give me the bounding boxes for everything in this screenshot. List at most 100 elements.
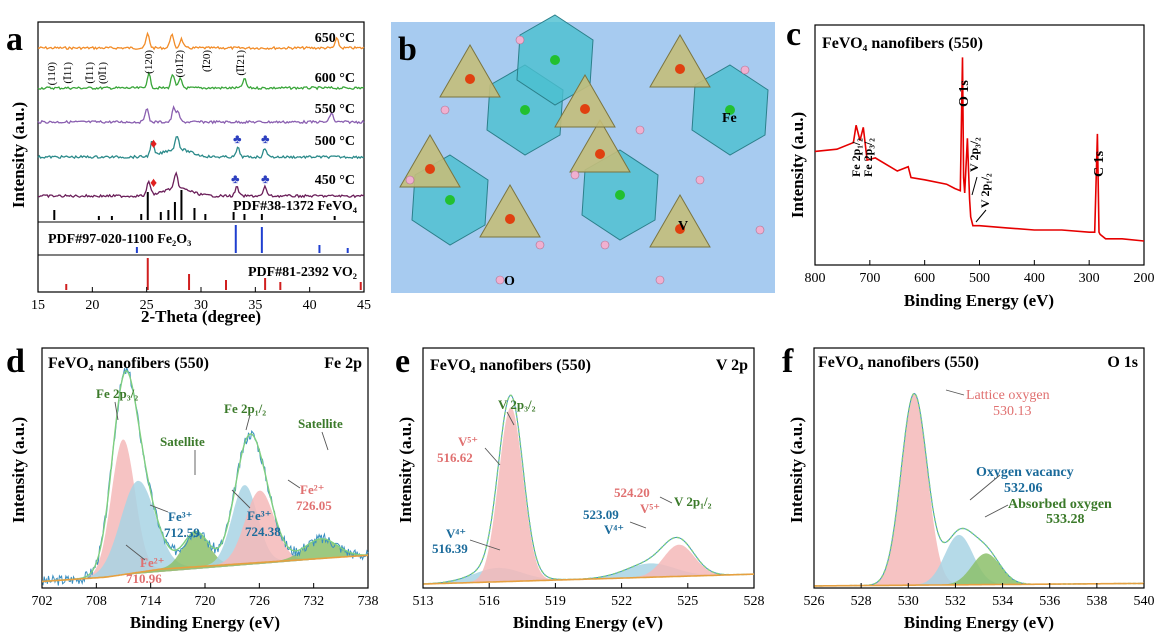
label-v2p12: V 2p₁/₂ bbox=[674, 494, 712, 509]
pointer-line bbox=[629, 521, 647, 529]
atom-label-v: V bbox=[678, 219, 688, 234]
panel-e-x-ticks: 513 516 519 522 525 528 bbox=[413, 583, 765, 609]
v-atom bbox=[465, 74, 475, 84]
vo4-tetrahedron bbox=[649, 33, 711, 88]
label-fe3-2-value: 724.38 bbox=[245, 524, 281, 539]
xrd-reference-sticks bbox=[53, 190, 362, 290]
panel-e: e 513 516 519 522 525 528 FeVO₄ nanofibers (5… bbox=[395, 343, 765, 632]
peak-label-v2p32: V 2p₃/₂ bbox=[967, 137, 981, 172]
fe-atom bbox=[615, 190, 625, 200]
panel-letter-e: e bbox=[395, 343, 410, 380]
pointer-line bbox=[321, 431, 329, 451]
label-v4-2-value: 523.09 bbox=[583, 507, 619, 522]
xrd-curve-3 bbox=[37, 135, 365, 160]
panel-a-x-ticks: 15 20 25 30 35 40 45 bbox=[31, 287, 371, 313]
o-atom bbox=[535, 240, 545, 250]
panel-e-xlabel: Binding Energy (eV) bbox=[513, 613, 663, 632]
v-atom bbox=[675, 224, 685, 234]
panel-a-ylabel: Intensity (a.u.) bbox=[9, 102, 28, 208]
peak-label-fe2p32: Fe 2p₃/₂ bbox=[861, 138, 875, 177]
o-atom bbox=[600, 240, 610, 250]
fe-atom bbox=[445, 195, 455, 205]
pointer-line bbox=[469, 539, 501, 551]
x-tick-label: 522 bbox=[611, 594, 632, 609]
x-tick-label: 538 bbox=[1086, 594, 1107, 609]
hkl-label: (Ī11) bbox=[84, 62, 96, 84]
hkl-label: (110) bbox=[46, 62, 58, 86]
label-v2p32: V 2p₃/₂ bbox=[498, 397, 536, 412]
x-tick-label: 738 bbox=[358, 594, 379, 609]
crystal-polyhedra bbox=[399, 14, 769, 285]
hkl-label: (120) bbox=[143, 50, 155, 74]
pointer-line bbox=[484, 447, 501, 466]
temp-label-550: 550 °C bbox=[315, 102, 355, 117]
x-tick-label: 732 bbox=[303, 594, 324, 609]
fe-atom bbox=[725, 105, 735, 115]
x-tick-label: 720 bbox=[195, 594, 216, 609]
fe2o3-marker: ♣ bbox=[261, 131, 270, 146]
x-tick-label: 526 bbox=[804, 594, 825, 609]
xrd-curve-1 bbox=[37, 71, 365, 91]
vo4-tetrahedron bbox=[479, 183, 541, 238]
pointer-line bbox=[945, 389, 965, 396]
peak-label-v2p12: V 2p₁/₂ bbox=[978, 173, 992, 208]
panel-letter-a: a bbox=[6, 21, 23, 58]
x-tick-label: 513 bbox=[413, 594, 434, 609]
label-fe3-1: Fe³⁺ bbox=[168, 509, 192, 524]
temp-label-500: 500 °C bbox=[315, 134, 355, 149]
pointer-line bbox=[149, 504, 169, 513]
o-atom bbox=[695, 175, 705, 185]
fit-envelope bbox=[423, 394, 755, 585]
fit-component bbox=[814, 553, 1144, 586]
label-v4-1-value: 516.39 bbox=[432, 541, 468, 556]
vo4-tetrahedron bbox=[569, 118, 631, 173]
x-tick-label: 714 bbox=[140, 594, 161, 609]
x-tick-label: 530 bbox=[898, 594, 919, 609]
x-tick-label: 534 bbox=[992, 594, 1013, 609]
label-satellite-2: Satellite bbox=[298, 416, 343, 431]
hkl-label: (Ī20) bbox=[201, 50, 213, 72]
x-tick-label: 500 bbox=[969, 271, 990, 286]
xrd-curve-4 bbox=[37, 171, 365, 199]
pointer-line bbox=[975, 209, 987, 223]
raw-data-line bbox=[41, 367, 369, 586]
fe-atom bbox=[520, 105, 530, 115]
x-tick-label: 708 bbox=[86, 594, 107, 609]
fit-component bbox=[423, 407, 754, 585]
peak-label-fe2p12: Fe 2p₁/₂ bbox=[849, 138, 863, 177]
x-tick-label: 200 bbox=[1134, 271, 1155, 286]
v2p-fit bbox=[423, 394, 755, 585]
label-v4-2: V⁴⁺ bbox=[604, 522, 624, 537]
panel-letter-d: d bbox=[6, 343, 25, 380]
panel-e-frame bbox=[422, 347, 755, 589]
label-fe2-1-value: 710.96 bbox=[126, 571, 162, 586]
panel-e-corner: V 2p bbox=[716, 357, 748, 374]
label-fe2-2-value: 726.05 bbox=[296, 498, 332, 513]
hkl-label: (01Ī2) bbox=[174, 50, 186, 78]
panel-f-xlabel: Binding Energy (eV) bbox=[904, 613, 1054, 632]
raw-data-line bbox=[423, 394, 755, 585]
o1s-fit bbox=[814, 392, 1144, 587]
o-atom bbox=[495, 275, 505, 285]
x-tick-label: 516 bbox=[479, 594, 500, 609]
fe2o3-marker: ♣ bbox=[261, 171, 270, 186]
x-tick-label: 40 bbox=[303, 298, 317, 313]
temp-label-450: 450 °C bbox=[315, 173, 355, 188]
atom-label-o: O bbox=[504, 274, 515, 289]
x-tick-label: 300 bbox=[1079, 271, 1100, 286]
panel-a-xlabel: 2-Theta (degree) bbox=[141, 307, 261, 326]
xrd-curves bbox=[37, 31, 365, 199]
x-tick-label: 600 bbox=[914, 271, 935, 286]
panel-d: d 702 708 714 720 726 732 738 FeVO₄ nanofibers… bbox=[6, 343, 379, 632]
vo2-marker: ♦ bbox=[150, 137, 157, 152]
panel-letter-c: c bbox=[786, 16, 801, 53]
label-fe3-1-value: 712.59 bbox=[164, 525, 200, 540]
x-tick-label: 30 bbox=[194, 298, 208, 313]
panel-c-ylabel: Intensity (a.u.) bbox=[788, 112, 807, 218]
x-tick-label: 700 bbox=[859, 271, 880, 286]
x-tick-label: 800 bbox=[805, 271, 826, 286]
fit-envelope bbox=[41, 370, 368, 583]
background-line bbox=[423, 573, 755, 585]
fit-component bbox=[42, 531, 368, 582]
